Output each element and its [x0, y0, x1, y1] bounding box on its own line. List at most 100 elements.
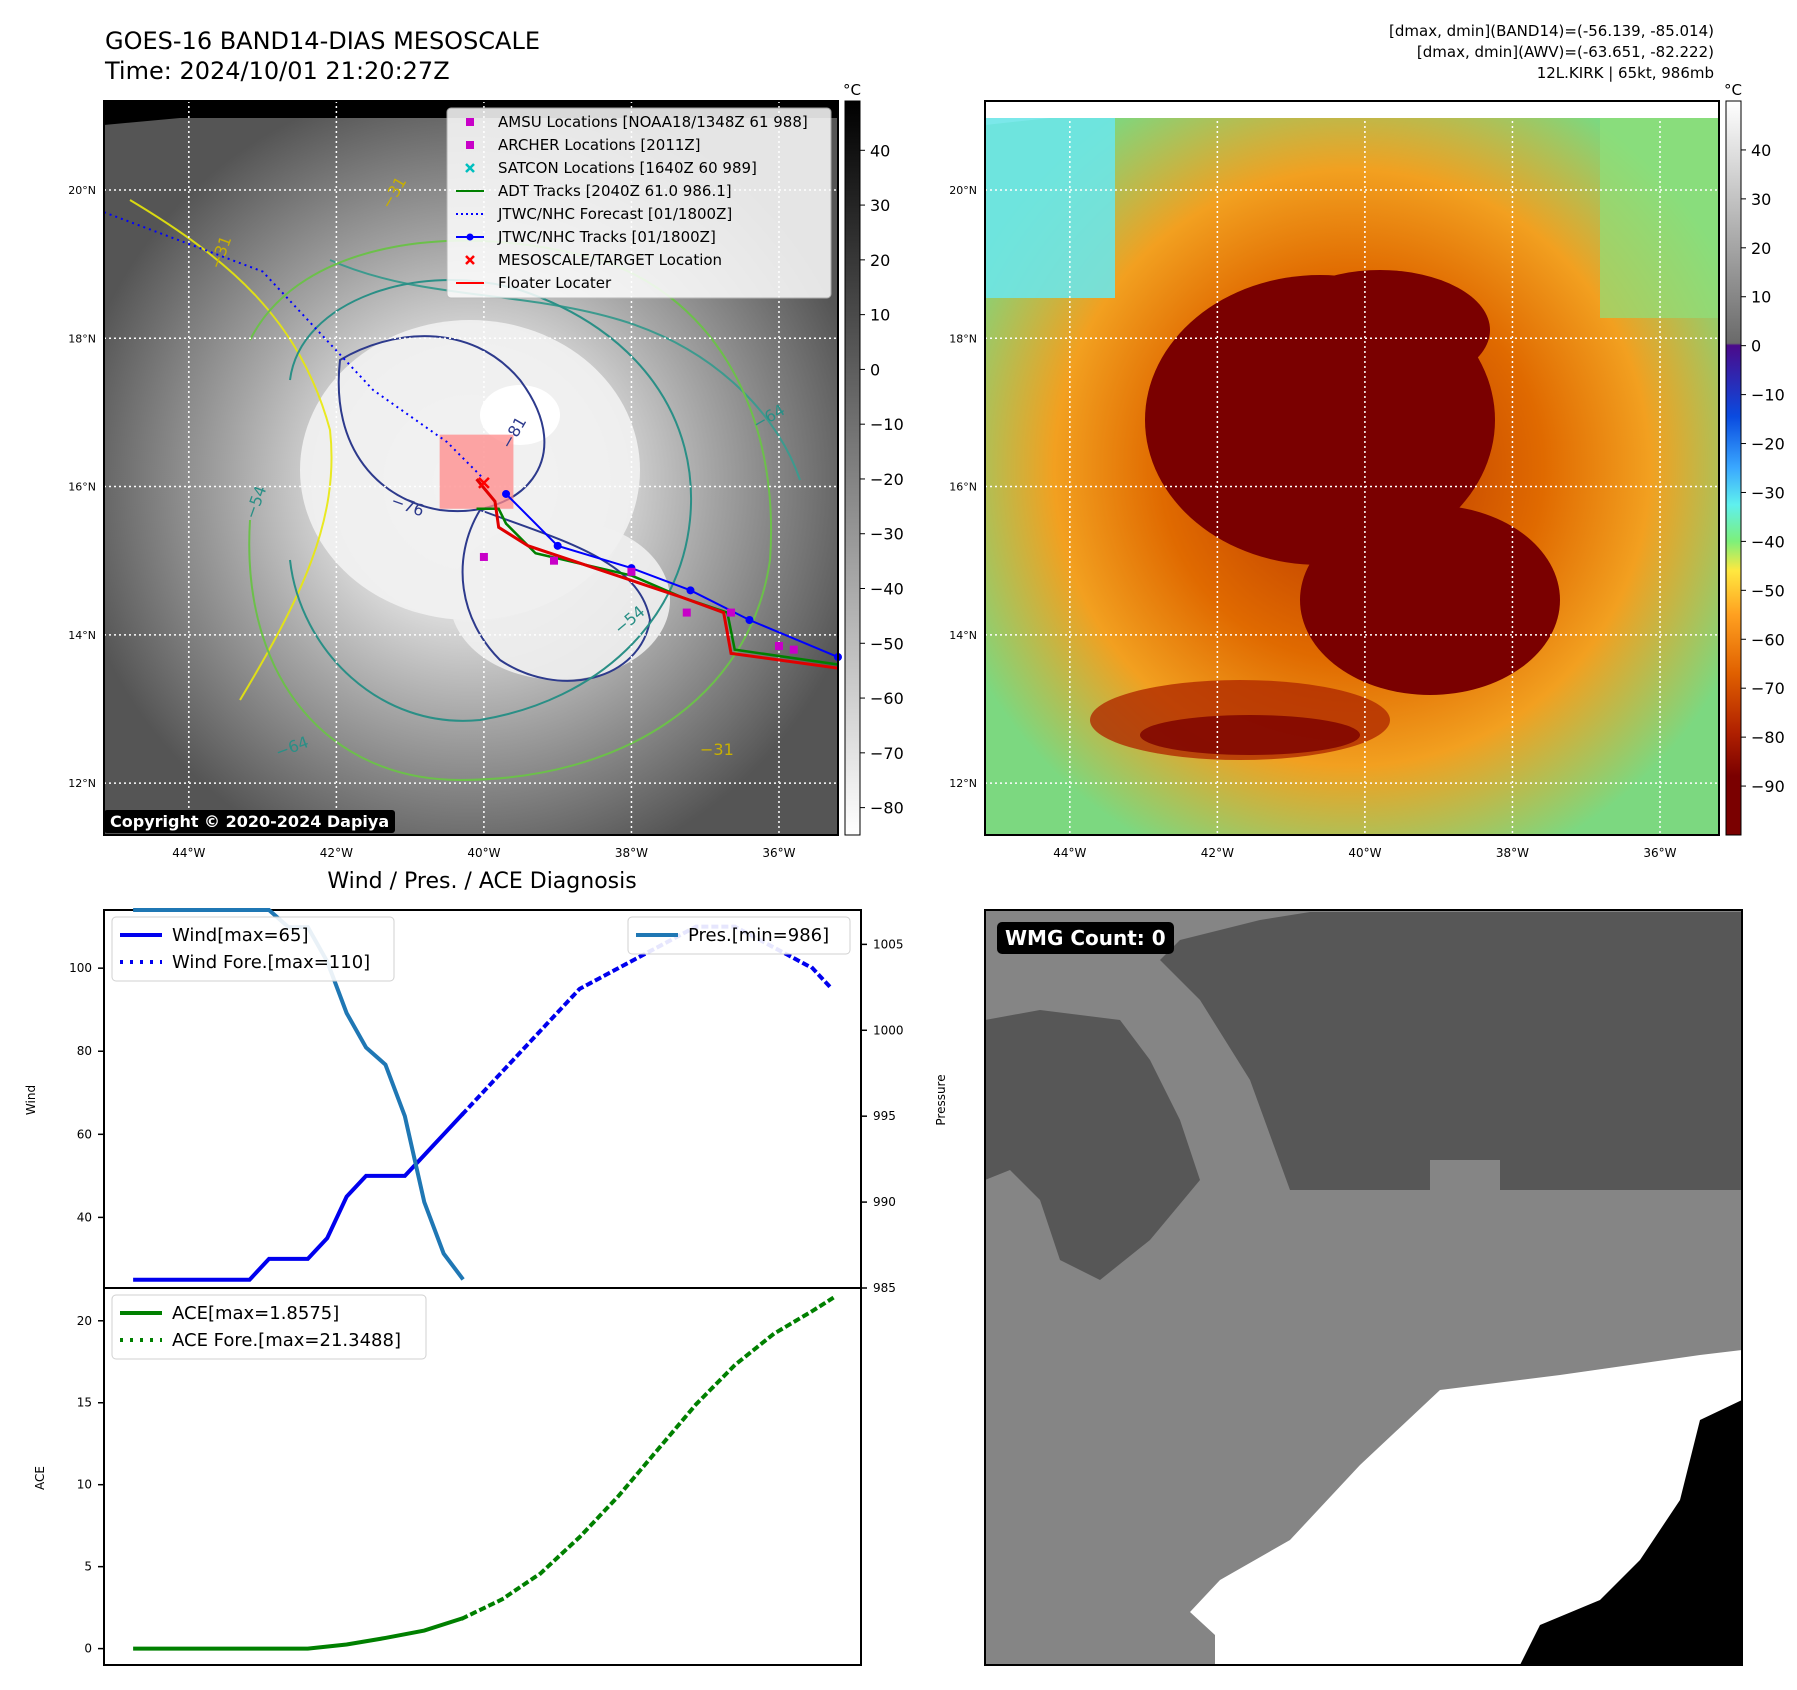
color-colorbar	[1725, 100, 1742, 836]
lat-tick-label: 12°N	[949, 777, 977, 790]
ace-axis-label: ACE	[33, 1466, 47, 1490]
lat-tick-label: 20°N	[68, 184, 96, 197]
amsu-point	[479, 552, 488, 561]
colorbar-tick-label: 40	[1751, 141, 1771, 160]
chart-legend-label: ACE[max=1.8575]	[172, 1303, 339, 1324]
legend-label: JTWC/NHC Tracks [01/1800Z]	[497, 228, 716, 246]
colorbar-tick-label: −10	[870, 415, 904, 434]
lat-tick-label: 18°N	[68, 332, 96, 345]
track-point	[745, 615, 754, 624]
colorbar-tick-label: −40	[870, 580, 904, 599]
amsu-point	[682, 608, 691, 617]
legend-item: SATCON Locations [1640Z 60 989]	[465, 159, 757, 177]
colorbar-tick-label: −80	[870, 799, 904, 818]
legend-marker	[466, 118, 474, 126]
legend-item: ARCHER Locations [2011Z]	[466, 136, 701, 154]
lon-tick-label: 44°W	[172, 846, 205, 860]
lat-tick-label: 18°N	[949, 332, 977, 345]
series-line	[133, 1112, 465, 1282]
left-map-frame	[103, 100, 839, 836]
y-right-tick-label: 1005	[873, 937, 904, 951]
lat-tick-label: 12°N	[68, 777, 96, 790]
y-right-tick-label: 985	[873, 1281, 896, 1295]
legend-item: JTWC/NHC Tracks [01/1800Z]	[456, 228, 716, 246]
right-map-frame	[984, 100, 1720, 836]
jtwc-forecast-line	[103, 211, 485, 480]
track-point	[502, 489, 511, 498]
colorbar-tick-label: −10	[1751, 386, 1785, 405]
y-tick-label: 20	[77, 1314, 92, 1328]
amsu-point	[789, 645, 798, 654]
band14-range: [dmax, dmin](BAND14)=(-56.139, -85.014)	[1389, 22, 1714, 40]
legend-marker	[465, 255, 475, 265]
wind-pressure-chart: 40 60 80 100 985 990 995 1000 1005 Wind[max=65] Wi…	[24, 908, 948, 1295]
colorbar-tick-label: −20	[1751, 435, 1785, 454]
copyright-badge: Copyright © 2020-2024 Dapiya	[104, 810, 396, 833]
y-tick-label: 80	[77, 1044, 92, 1058]
track-point	[553, 541, 562, 550]
legend-label: SATCON Locations [1640Z 60 989]	[498, 159, 757, 177]
y-right-tick-label: 1000	[873, 1023, 904, 1037]
wmg-count-badge: WMG Count: 0	[997, 922, 1174, 954]
chart-timestamp: Time: 2024/10/01 21:20:27Z	[105, 57, 450, 85]
lat-tick-label: 16°N	[949, 481, 977, 494]
legend-label: ARCHER Locations [2011Z]	[498, 136, 701, 154]
colorbar-tick-label: 0	[870, 360, 880, 379]
wmg-black-region	[1520, 1400, 1742, 1665]
series-line	[133, 1616, 464, 1651]
chart-legend-label: Wind Fore.[max=110]	[172, 952, 370, 973]
colorbar-tick-label: −70	[1751, 679, 1785, 698]
colorbar-tick-label: 0	[1751, 337, 1761, 356]
series-line	[460, 1295, 835, 1621]
storm-info: 12L.KIRK | 65kt, 986mb	[1536, 64, 1714, 82]
awv-range: [dmax, dmin](AWV)=(-63.651, -82.222)	[1416, 43, 1714, 61]
wmg-frame	[984, 909, 1743, 1666]
wmg-white-region	[1190, 1350, 1742, 1665]
pressure-axis-label: Pressure	[934, 1074, 948, 1125]
colorbar-tick-label: −90	[1751, 777, 1785, 796]
right-ir-map	[984, 100, 1720, 836]
amsu-point	[549, 556, 558, 565]
y-tick-label: 15	[77, 1396, 92, 1410]
chart-legend-box	[627, 916, 851, 955]
lat-tick-label: 14°N	[949, 629, 977, 642]
left-colorbar: °C 40 30 20 10 0 −10 −20 −30 −40 −50 −60 −70 −80	[843, 81, 904, 836]
chart-legend-label: ACE Fore.[max=21.3488]	[172, 1330, 401, 1351]
map-axis-ticks: 20°N 18°N 16°N 14°N 12°N 44°W 42°W 40°W 38°W 36°W…	[68, 184, 1676, 860]
colorbar-tick-label: −40	[1751, 532, 1785, 551]
lon-tick-label: 40°W	[1348, 846, 1381, 860]
left-legend: AMSU Locations [NOAA18/1348Z 61 988] ARCH…	[446, 107, 832, 299]
colorbar-tick-label: −50	[1751, 581, 1785, 600]
amsu-point	[627, 567, 636, 576]
contour-label: −31	[700, 740, 734, 759]
colorbar-tick-label: −50	[870, 634, 904, 653]
colorbar-tick-label: 30	[1751, 190, 1771, 209]
wmg-dark-region	[985, 1010, 1200, 1280]
colorbar-unit: °C	[843, 81, 861, 99]
chart-legend-box	[111, 1294, 427, 1360]
right-map-gridlines	[985, 101, 1719, 835]
lon-tick-label: 42°W	[320, 846, 353, 860]
gray-colorbar	[844, 100, 861, 836]
ir-color-shapes	[985, 101, 1719, 760]
colorbar-tick-label: −60	[870, 689, 904, 708]
lat-tick-label: 14°N	[68, 629, 96, 642]
lat-tick-label: 16°N	[68, 481, 96, 494]
y-tick-label: 5	[84, 1560, 92, 1574]
legend-item: ADT Tracks [2040Z 61.0 986.1]	[456, 182, 732, 200]
colorbar-tick-label: 20	[870, 251, 890, 270]
y-right-tick-label: 990	[873, 1195, 896, 1209]
lon-tick-label: 40°W	[467, 846, 500, 860]
legend-marker	[466, 141, 474, 149]
legend-label: ADT Tracks [2040Z 61.0 986.1]	[498, 182, 732, 200]
legend-label: AMSU Locations [NOAA18/1348Z 61 988]	[498, 113, 808, 131]
legend-box	[446, 107, 832, 299]
colorbar-tick-label: 10	[1751, 288, 1771, 307]
colorbar-tick-label: 20	[1751, 239, 1771, 258]
colorbar-tick-label: −60	[1751, 630, 1785, 649]
legend-label: Floater Locater	[498, 274, 612, 292]
colorbar-tick-label: −20	[870, 470, 904, 489]
lat-tick-label: 20°N	[949, 184, 977, 197]
track-point	[686, 586, 695, 595]
amsu-point	[727, 608, 736, 617]
